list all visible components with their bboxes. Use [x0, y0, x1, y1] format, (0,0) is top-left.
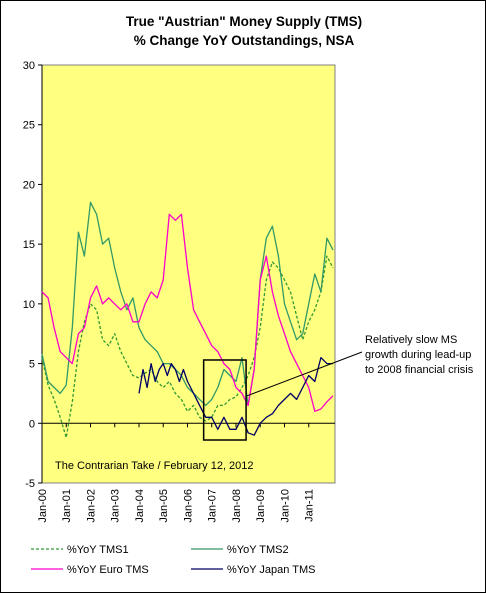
x-tick-label: Jan-00	[37, 489, 49, 523]
annotation-line-2: growth during lead-up	[365, 349, 471, 361]
x-tick-label: Jan-06	[182, 489, 194, 523]
y-axis: -5 0 5 10 15 20 25 30	[23, 60, 43, 490]
chart-title: True "Austrian" Money Supply (TMS)	[126, 14, 362, 29]
x-tick-label: Jan-10	[279, 489, 291, 523]
x-tick-label: Jan-02	[85, 489, 97, 523]
x-tick-label: Jan-11	[304, 489, 316, 522]
legend-label-2: %YoY TMS2	[227, 544, 289, 556]
annotation-line-3: to 2008 financial crisis	[365, 364, 474, 376]
x-tick-label: Jan-04	[134, 489, 146, 523]
y-tick-label: -5	[25, 478, 35, 490]
y-tick-label: 25	[23, 120, 35, 132]
x-tick-label: Jan-03	[110, 489, 122, 523]
annotation-leader-line	[246, 351, 363, 397]
y-tick-label: 0	[29, 418, 35, 430]
x-tick-label: Jan-09	[255, 489, 267, 523]
x-axis: Jan-00 Jan-01 Jan-02 Jan-03 Jan-04 Jan-05 Jan-…	[37, 423, 316, 523]
legend: %YoY TMS1 %YoY TMS2 %YoY Euro TMS %YoY Japa…	[31, 544, 315, 576]
series-line-3	[41, 213, 334, 412]
series-group	[41, 201, 334, 439]
x-tick-label: Jan-05	[158, 489, 170, 523]
source-note: The Contrarian Take / February 12, 2012	[55, 460, 254, 472]
x-tick-label: Jan-07	[207, 489, 219, 523]
legend-label-3: %YoY Euro TMS	[67, 564, 149, 576]
y-tick-label: 10	[23, 299, 35, 311]
series-line-4	[138, 356, 333, 436]
y-tick-label: 30	[23, 60, 35, 72]
x-tick-label: Jan-01	[61, 489, 73, 523]
y-tick-label: 20	[23, 179, 35, 191]
y-tick-label: 15	[23, 239, 35, 251]
series-line-2	[41, 201, 334, 407]
legend-label-1: %YoY TMS1	[67, 544, 129, 556]
series-line-1	[41, 255, 334, 439]
annotation-line-1: Relatively slow MS	[365, 334, 457, 346]
legend-label-4: %YoY Japan TMS	[227, 564, 315, 576]
y-tick-label: 5	[29, 359, 35, 371]
x-tick-label: Jan-08	[231, 489, 243, 523]
chart-subtitle: % Change YoY Outstandings, NSA	[134, 33, 355, 48]
annotation-box	[202, 359, 247, 441]
